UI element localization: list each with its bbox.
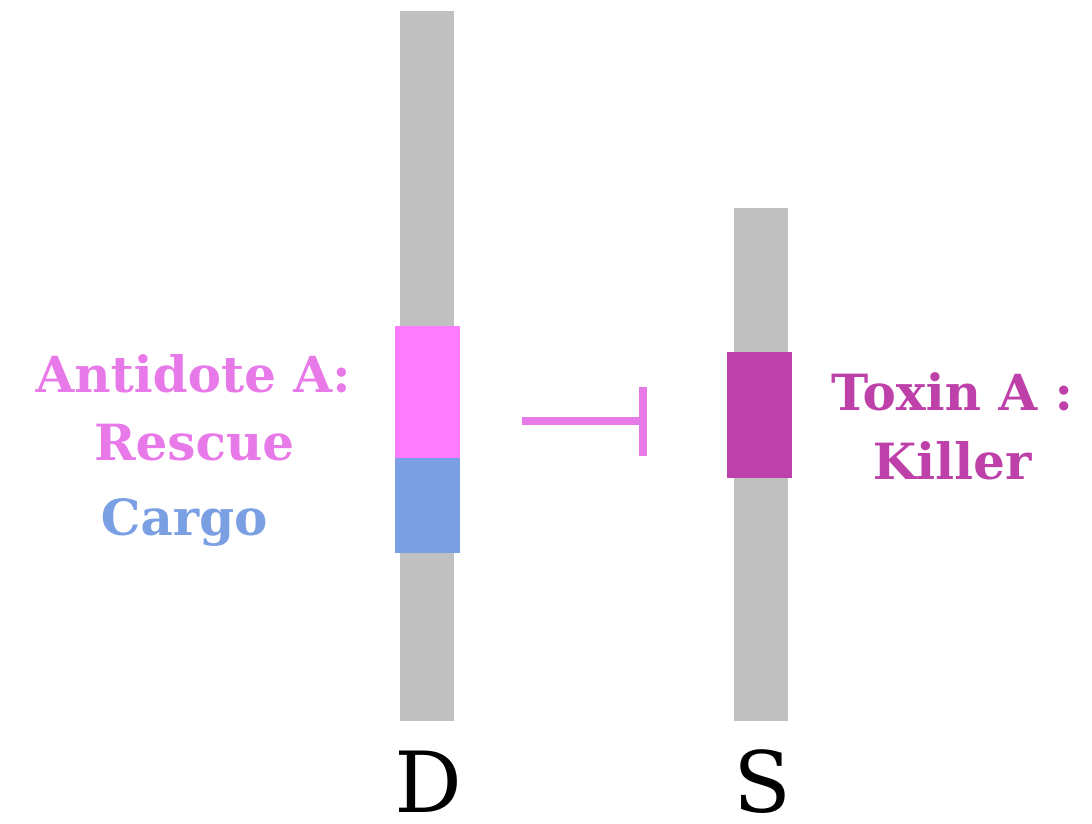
chromosome-d-label: D (394, 734, 461, 824)
antidote-label-line1: Antidote A: (34, 345, 350, 404)
antidote-segment (395, 326, 460, 458)
toxin-label-line1: Toxin A : (831, 363, 1073, 422)
chromosome-s-label: S (733, 734, 791, 824)
chromosome-s (727, 208, 792, 721)
toxin-segment (727, 352, 792, 478)
antidote-label-line2: Rescue (94, 413, 294, 472)
inhibition-arrow (522, 387, 647, 456)
chromosome-d (395, 11, 460, 721)
cargo-segment (395, 458, 460, 553)
toxin-label-line2: Killer (873, 432, 1032, 491)
cargo-label: Cargo (101, 488, 268, 547)
